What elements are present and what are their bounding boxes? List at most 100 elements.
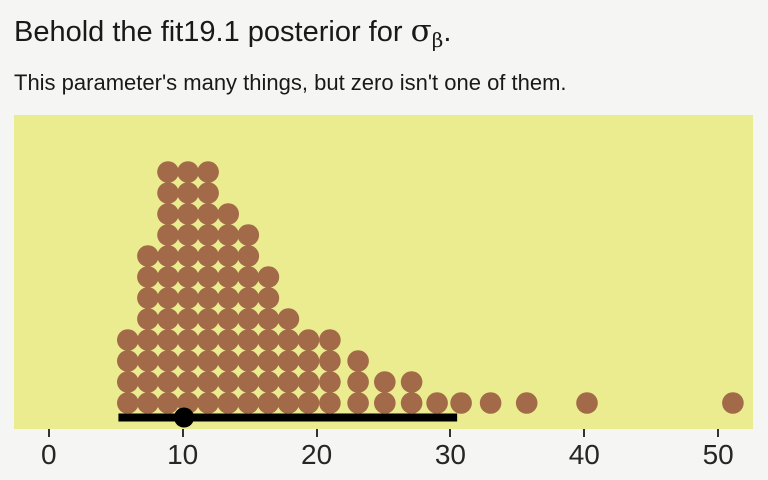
posterior-dot xyxy=(722,392,744,414)
posterior-dot xyxy=(319,329,341,351)
posterior-dot xyxy=(177,224,199,246)
posterior-dot xyxy=(319,392,341,414)
posterior-dot xyxy=(157,224,179,246)
posterior-dot xyxy=(257,350,280,372)
posterior-dot xyxy=(277,371,300,393)
posterior-dot xyxy=(479,392,502,414)
posterior-dot xyxy=(257,329,280,351)
posterior-dot xyxy=(297,392,320,414)
posterior-dot xyxy=(217,245,239,267)
x-axis-tick xyxy=(717,429,720,437)
posterior-dot xyxy=(217,266,239,288)
x-axis-tick-label: 20 xyxy=(301,439,333,470)
posterior-dot xyxy=(400,392,423,414)
posterior-dot xyxy=(177,182,199,204)
sigma-symbol: σ xyxy=(410,13,432,49)
posterior-dot xyxy=(319,350,341,372)
posterior-dot xyxy=(237,308,260,330)
posterior-dot xyxy=(319,371,341,393)
posterior-dot xyxy=(237,350,260,372)
posterior-dot xyxy=(117,329,139,351)
posterior-dot xyxy=(117,392,139,414)
posterior-dot xyxy=(426,392,448,414)
posterior-dot xyxy=(117,371,139,393)
posterior-dot xyxy=(277,392,300,414)
posterior-dot xyxy=(157,350,179,372)
posterior-dot xyxy=(177,161,199,183)
posterior-dot xyxy=(257,266,280,288)
posterior-dot xyxy=(157,245,179,267)
x-axis: 0 10 20 30 40 50 xyxy=(14,429,753,480)
posterior-dot xyxy=(137,350,159,372)
x-axis-tick-label: 10 xyxy=(167,439,199,470)
posterior-dot xyxy=(137,392,159,414)
posterior-dot xyxy=(137,287,159,309)
posterior-dot xyxy=(297,350,320,372)
posterior-dot xyxy=(277,329,300,351)
posterior-dot xyxy=(177,308,199,330)
dotplot-canvas xyxy=(117,161,744,428)
x-axis-tick-label: 50 xyxy=(702,439,734,470)
posterior-dot xyxy=(257,287,280,309)
posterior-dot xyxy=(177,266,199,288)
posterior-dot xyxy=(197,203,219,225)
posterior-dot xyxy=(157,266,179,288)
posterior-dot xyxy=(177,350,199,372)
posterior-dot xyxy=(117,350,139,372)
posterior-dot xyxy=(297,371,320,393)
posterior-dot xyxy=(347,350,369,372)
posterior-dot xyxy=(515,392,538,414)
posterior-dot xyxy=(157,287,179,309)
posterior-dot xyxy=(157,308,179,330)
posterior-dot xyxy=(157,161,179,183)
posterior-dot xyxy=(237,245,260,267)
posterior-dot xyxy=(197,266,219,288)
posterior-dot xyxy=(217,371,239,393)
posterior-dot xyxy=(347,371,369,393)
posterior-dot xyxy=(197,308,219,330)
posterior-dot xyxy=(576,392,598,414)
posterior-dot xyxy=(257,392,280,414)
plot-title-prefix: Behold the fit19.1 posterior for xyxy=(14,16,411,48)
posterior-dot xyxy=(197,329,219,351)
posterior-dot xyxy=(217,203,239,225)
posterior-dot xyxy=(137,266,159,288)
posterior-dot xyxy=(237,224,260,246)
posterior-dot xyxy=(257,371,280,393)
posterior-dot xyxy=(197,392,219,414)
posterior-dot xyxy=(257,308,280,330)
posterior-dot xyxy=(450,392,472,414)
plot-title: Behold the fit19.1 posterior for σβ. xyxy=(14,13,451,52)
posterior-dot xyxy=(347,392,369,414)
posterior-dot xyxy=(137,371,159,393)
posterior-dot xyxy=(197,161,219,183)
posterior-dot xyxy=(217,350,239,372)
posterior-dot xyxy=(137,329,159,351)
x-axis-tick-label: 40 xyxy=(568,439,600,470)
posterior-dot xyxy=(277,350,300,372)
posterior-dot xyxy=(237,329,260,351)
posterior-dot xyxy=(217,392,239,414)
posterior-dot xyxy=(157,203,179,225)
posterior-dot xyxy=(217,287,239,309)
point-estimate-dot xyxy=(174,407,195,428)
posterior-dot xyxy=(197,371,219,393)
posterior-dot xyxy=(237,266,260,288)
posterior-dot xyxy=(157,371,179,393)
posterior-dot xyxy=(277,308,300,330)
posterior-dot xyxy=(137,308,159,330)
posterior-dot xyxy=(237,287,260,309)
posterior-dot xyxy=(177,329,199,351)
posterior-dot xyxy=(177,371,199,393)
x-axis-tick-label: 0 xyxy=(41,439,57,470)
credible-interval-bar xyxy=(118,413,458,422)
plot-subtitle: This parameter's many things, but zero i… xyxy=(14,70,567,95)
sigma-subscript: β xyxy=(431,28,444,52)
posterior-dot xyxy=(197,245,219,267)
posterior-dot xyxy=(157,182,179,204)
posterior-dot xyxy=(297,329,320,351)
plot-title-suffix: . xyxy=(443,16,452,48)
posterior-dot xyxy=(197,182,219,204)
x-axis-tick xyxy=(47,429,50,437)
